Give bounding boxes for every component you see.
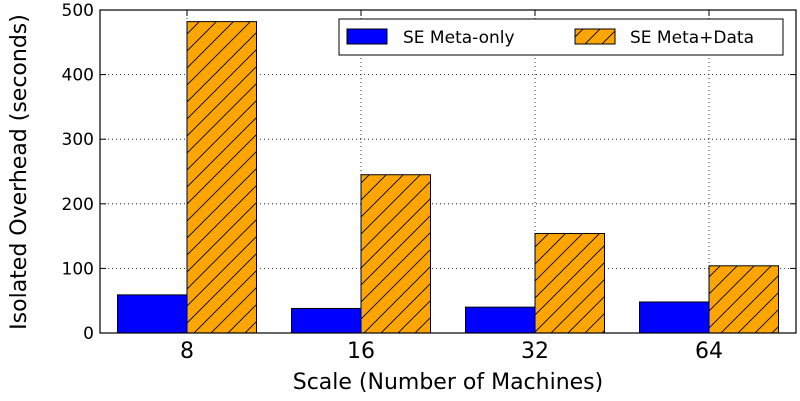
legend-swatch-meta-data [574,28,616,45]
y-tick-label: 100 [62,259,94,279]
y-tick-labels: 0 100 200 300 400 500 [62,1,94,344]
legend: SE Meta-only SE Meta+Data [338,18,784,56]
legend-label-meta-data: SE Meta+Data [630,28,754,48]
y-tick-label: 300 [62,130,94,150]
x-tick-label: 8 [180,339,194,364]
legend-box [338,18,784,56]
bar-meta-only-16 [291,307,362,334]
y-tick-label: 400 [62,66,94,86]
y-tick-label: 200 [62,195,94,215]
bar-meta-data-64 [708,265,779,334]
x-axis-title: Scale (Number of Machines) [293,370,603,395]
x-tick-label: 16 [347,339,375,364]
bar-meta-only-32 [465,306,536,334]
bar-meta-only-64 [639,301,710,334]
bar-meta-data-16 [360,174,431,334]
axis-ticks [100,9,796,334]
x-tick-label: 64 [695,339,723,364]
y-axis-title: Isolated Overhead (seconds) [7,14,32,330]
legend-label-meta-only: SE Meta-only [403,28,515,48]
bar-meta-data-8 [186,21,257,334]
bar-meta-only-8 [117,294,188,334]
x-tick-labels: 8 16 32 64 [180,339,723,364]
bars [117,21,779,334]
bar-meta-data-32 [534,233,605,334]
x-tick-label: 32 [521,339,549,364]
legend-swatch-meta-only [346,28,388,45]
y-tick-label: 0 [83,324,94,344]
plot-frame [99,9,797,334]
y-tick-label: 500 [62,1,94,21]
